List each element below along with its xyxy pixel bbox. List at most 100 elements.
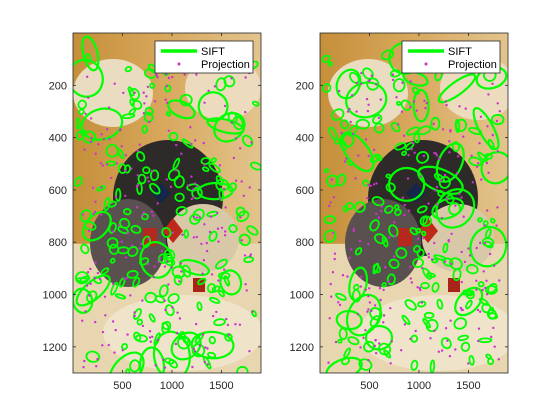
projection-point [454,348,457,351]
projection-point [409,265,412,269]
sift-keypoint [79,275,91,283]
projection-point [409,106,412,109]
sift-keypoint [123,208,132,216]
projection-point [89,140,93,143]
projection-point [348,256,351,260]
projection-point [446,339,449,342]
projection-point [351,94,354,97]
projection-point [204,346,207,349]
sift-keypoint [136,151,146,162]
sift-keypoint [105,160,117,167]
projection-point [340,131,343,135]
sift-keypoint [401,150,408,157]
projection-point [192,188,195,191]
projection-point [213,85,217,88]
legend-label: Projection [448,59,497,71]
sift-keypoint [485,285,498,295]
projection-point [124,154,128,157]
projection-point [83,359,86,363]
projection-point [443,260,447,263]
projection-point [169,185,173,188]
sift-keypoint [417,205,428,214]
projection-point [476,308,480,312]
projection-point [492,326,495,330]
projection-point [485,279,488,282]
projection-point [154,364,157,367]
projection-point [240,239,243,242]
projection-point [483,241,487,245]
sift-keypoint [135,334,148,343]
sift-keypoint [477,281,485,288]
projection-point [223,234,227,237]
projection-point [126,232,129,235]
projection-point [393,235,397,238]
y-tick: 1000 [290,290,508,302]
projection-point [352,227,355,230]
photo-red-block [398,228,412,246]
projection-point [82,366,85,369]
sift-keypoint [431,197,465,220]
photo-blue-shape [406,183,426,203]
projection-point [171,231,175,234]
projection-point [250,141,253,144]
projection-point [165,72,168,76]
sift-keypoint [490,113,505,126]
sift-keypoint [142,166,151,175]
projection-point [165,178,169,181]
projection-point [138,247,141,250]
projection-point [479,310,482,313]
sift-keypoint [223,75,236,88]
projection-point [152,214,155,217]
projection-point [164,308,167,312]
subplot-right: 500 1000 1500 200 400 600 800 1000 1200 SIFTProje… [290,32,509,392]
sift-keypoint [214,258,228,270]
projection-point [125,276,129,280]
sift-keypoint [74,176,83,187]
projection-point [190,197,193,201]
projection-point [210,273,214,276]
projection-point [379,298,382,302]
projection-point [103,295,107,298]
projection-point [136,174,139,177]
projection-point [360,275,363,279]
projection-point [437,157,441,161]
projection-point [124,256,128,259]
sift-keypoint [389,69,401,78]
sift-keypoint [129,88,140,101]
projection-point [448,151,451,154]
projection-point [203,101,206,105]
projection-point [409,337,412,341]
projection-point [142,91,145,94]
projection-point [485,161,489,165]
projection-point [388,236,391,239]
photo-bowl [90,199,166,287]
sift-keypoint [346,158,354,166]
projection-point [107,343,111,347]
projection-point [96,357,99,361]
projection-point [490,335,493,339]
projection-point [165,84,168,88]
sift-keypoint [373,122,385,134]
legend-label: SIFT [201,46,225,58]
x-tick-label: 1500 [209,380,233,392]
projection-point [86,271,90,274]
sift-keypoint [353,283,360,291]
sift-keypoint [117,246,130,255]
projection-point [479,115,483,119]
projection-point [115,162,119,165]
projection-point [100,186,103,189]
sift-keypoint [181,138,194,149]
projection-point [372,183,376,186]
projection-point [440,216,444,220]
sift-keypoint [243,256,255,264]
projection-point [195,73,198,76]
sift-keypoint [108,243,120,255]
projection-point [163,299,166,302]
projection-point [142,112,146,115]
projection-point [441,128,445,131]
sift-keypoint [228,224,238,234]
projection-point [104,314,107,317]
sift-keypoint [142,235,151,249]
projection-point [482,270,485,273]
